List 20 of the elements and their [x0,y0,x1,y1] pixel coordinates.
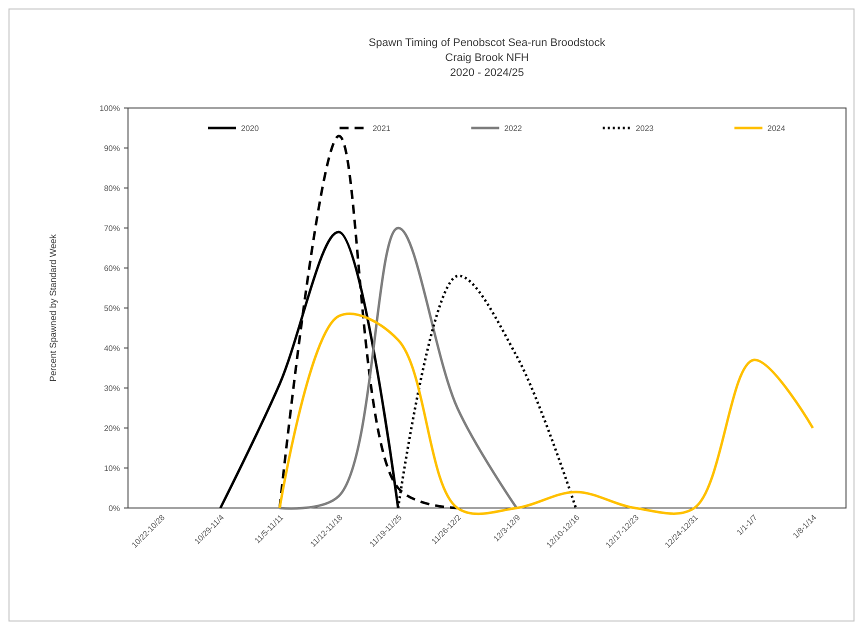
y-tick-label: 10% [104,464,120,473]
y-tick-label: 40% [104,344,120,353]
y-tick-label: 100% [100,104,120,113]
y-tick-label: 30% [104,384,120,393]
y-tick-label: 90% [104,144,120,153]
chart-title: Spawn Timing of Penobscot Sea-run Broodstock [368,37,606,49]
legend-label: 2021 [372,124,391,133]
y-tick-label: 70% [104,224,120,233]
legend-label: 2020 [241,124,260,133]
chart-subtitle: Craig Brook NFH 2020 - 2024/25 [445,52,529,79]
y-tick-label: 80% [104,184,120,193]
line-series [278,226,518,510]
y-tick-label: 50% [104,304,120,313]
y-tick-label: 20% [104,424,120,433]
legend-label: 2023 [636,124,654,133]
legend-label: 2022 [504,124,523,133]
y-axis-title: Percent Spawned by Standard Week [48,234,58,382]
y-tick-label: 0% [108,504,120,513]
legend-label: 2024 [767,124,786,133]
y-tick-label: 60% [104,264,120,273]
